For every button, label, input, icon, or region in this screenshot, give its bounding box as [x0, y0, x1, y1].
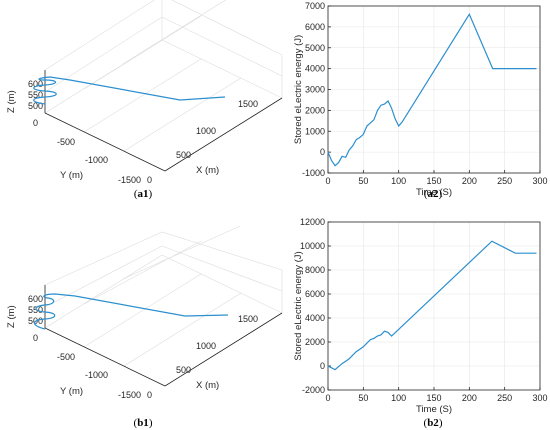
b2-x-tick-label: 200 — [462, 393, 477, 403]
a2-y-tick-label: 6000 — [305, 22, 325, 32]
a1-x-tick: 500 — [176, 150, 191, 160]
b2-x-tick-label: 100 — [391, 393, 406, 403]
b1-y-tick: -500 — [57, 352, 75, 362]
b1-z-tick: 600 — [28, 294, 43, 304]
b2-x-tick-label: 250 — [497, 393, 512, 403]
b2-y-tick-label: 4000 — [305, 313, 325, 323]
b2-y-tick-label: 2000 — [305, 337, 325, 347]
a2-x-tick-label: 50 — [358, 176, 368, 186]
a2-y-tick-label: -1000 — [302, 168, 325, 178]
panel-b2-energy-chart: 0 50 100 150 200 250 300-200002000400060008000… — [293, 217, 548, 415]
a2-y-label: Stored eLectric energy (J) — [293, 35, 304, 144]
caption-a2: (a2) — [424, 188, 443, 200]
a2-y-tick-label: 5000 — [305, 43, 325, 53]
b2-x-label: Time (S) — [416, 404, 452, 415]
b1-y-tick: -1500 — [118, 390, 141, 400]
b2-x-tick-label: 50 — [358, 393, 368, 403]
caption-b2: (b2) — [424, 417, 443, 429]
b2-y-tick-label: 6000 — [305, 289, 325, 299]
a2-y-tick-label: 7000 — [305, 1, 325, 11]
b1-x-axis — [164, 312, 283, 387]
a1-y-axis — [44, 112, 166, 172]
b2-x-tick-label: 300 — [532, 393, 547, 403]
a2-x-tick-label: 0 — [325, 176, 330, 186]
b2-y-tick-label: 10000 — [300, 241, 325, 251]
a2-x-tick-label: 250 — [497, 176, 512, 186]
b1-trajectory-line — [33, 293, 229, 330]
a1-y-tick: -1000 — [85, 155, 108, 165]
caption-a1: (a1) — [134, 188, 153, 200]
b1-z-label: Z (m) — [6, 305, 17, 328]
a2-y-tick-label: 4000 — [305, 64, 325, 74]
panel-a2-energy-chart: 0 50 100 150 200 250 300-100001000200030004000… — [293, 1, 548, 198]
a2-y-tick-label: 0 — [320, 147, 325, 157]
b2-x-tick-label: 0 — [325, 393, 330, 403]
b1-x-tick: 1000 — [196, 341, 216, 351]
b1-y-axis — [44, 327, 166, 387]
b2-y-tick-label: 8000 — [305, 265, 325, 275]
b1-x-tick: 0 — [147, 390, 152, 400]
a2-x-tick-label: 150 — [426, 176, 441, 186]
a1-x-axis — [164, 97, 283, 172]
a2-energy-line — [327, 13, 537, 167]
a1-y-tick: -500 — [57, 137, 75, 147]
a1-x-tick: 1000 — [196, 126, 216, 136]
a1-z-label: Z (m) — [6, 90, 17, 113]
a2-y-tick-label: 3000 — [305, 85, 325, 95]
a1-z-tick: 500 — [28, 101, 43, 111]
b1-y-label: Y (m) — [60, 386, 83, 397]
a1-3d-grid — [44, 0, 283, 172]
panel-a1-3d-trajectory: 600 550 500 Z (m) 0 -500 -1000 -1500 Y (… — [6, 0, 283, 185]
b2-y-label: Stored eLectric energy (J) — [293, 251, 304, 360]
a1-z-tick: 600 — [28, 79, 43, 89]
a1-z-tick: 550 — [28, 90, 43, 100]
b2-y-tick-label: 0 — [320, 361, 325, 371]
b2-y-tick-label: -2000 — [302, 385, 325, 395]
a1-y-tick: 0 — [33, 118, 38, 128]
b1-y-tick: 0 — [33, 333, 38, 343]
b2-energy-line — [327, 240, 537, 371]
b1-3d-grid — [44, 225, 283, 387]
a2-x-label: Time (S) — [416, 187, 452, 198]
b2-x-tick-label: 150 — [426, 393, 441, 403]
a2-x-tick-label: 100 — [391, 176, 406, 186]
b1-y-tick: -1000 — [85, 370, 108, 380]
a2-x-tick-label: 300 — [532, 176, 547, 186]
b1-x-label: X (m) — [196, 380, 219, 391]
a1-x-label: X (m) — [196, 165, 219, 176]
a1-y-tick: -1500 — [118, 175, 141, 185]
a2-y-tick-label: 2000 — [305, 105, 325, 115]
b2-y-tick-label: 12000 — [300, 217, 325, 227]
a1-x-tick: 1500 — [238, 99, 258, 109]
a1-trajectory-line — [33, 76, 226, 105]
a2-x-tick-label: 200 — [462, 176, 477, 186]
a1-x-tick: 0 — [147, 175, 152, 185]
caption-b1: (b1) — [134, 417, 153, 429]
a1-y-label: Y (m) — [60, 170, 83, 181]
b1-z-tick: 550 — [28, 305, 43, 315]
a2-y-tick-label: 1000 — [305, 126, 325, 136]
b1-x-tick: 1500 — [238, 314, 258, 324]
b1-x-tick: 500 — [176, 365, 191, 375]
panel-b1-3d-trajectory: 600 550 500 Z (m) 0 -500 -1000 -1500 Y (… — [6, 225, 283, 400]
